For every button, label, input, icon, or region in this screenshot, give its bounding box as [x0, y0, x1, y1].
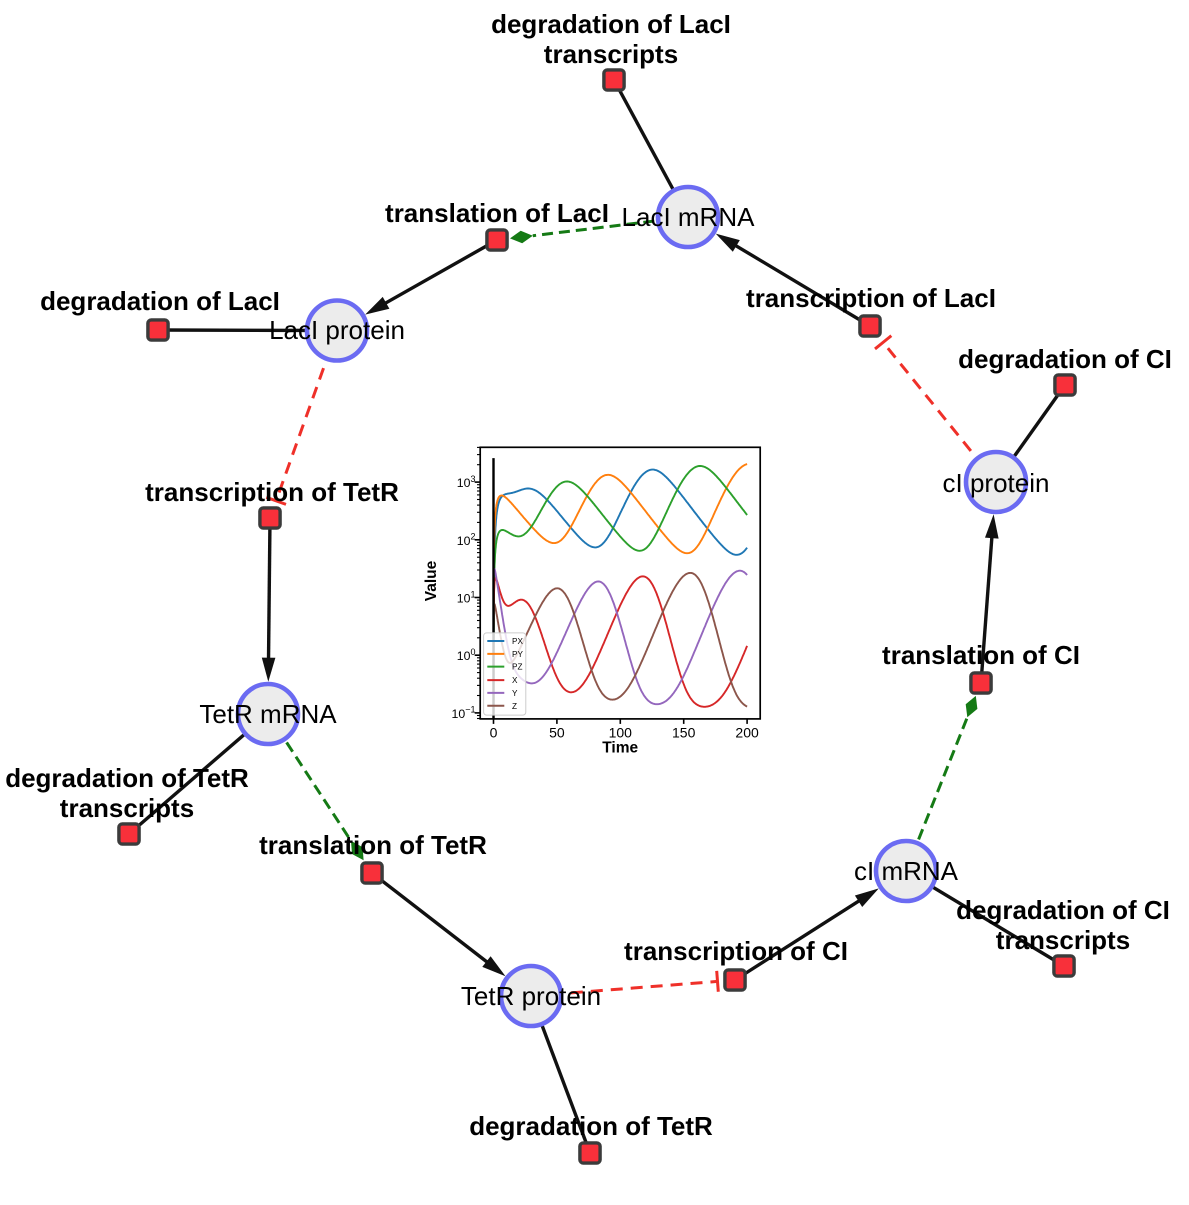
- svg-text:TetR mRNA: TetR mRNA: [199, 699, 337, 729]
- svg-text:LacI protein: LacI protein: [269, 315, 405, 345]
- svg-text:Value: Value: [423, 560, 440, 601]
- svg-text:translation of CI: translation of CI: [882, 640, 1080, 670]
- svg-text:transcripts: transcripts: [996, 925, 1130, 955]
- svg-text:PY: PY: [512, 650, 523, 659]
- svg-text:Time: Time: [602, 740, 638, 757]
- svg-text:degradation of CI: degradation of CI: [956, 895, 1170, 925]
- svg-text:200: 200: [735, 725, 759, 741]
- svg-text:transcription of LacI: transcription of LacI: [746, 283, 996, 313]
- svg-text:degradation of TetR: degradation of TetR: [469, 1111, 713, 1141]
- svg-text:degradation of LacI: degradation of LacI: [40, 286, 280, 316]
- svg-text:transcripts: transcripts: [60, 793, 194, 823]
- svg-text:degradation of CI: degradation of CI: [958, 344, 1172, 374]
- svg-text:100: 100: [457, 647, 476, 663]
- svg-text:150: 150: [672, 725, 696, 741]
- svg-text:50: 50: [549, 725, 565, 741]
- svg-text:degradation of TetR: degradation of TetR: [5, 763, 249, 793]
- svg-text:LacI mRNA: LacI mRNA: [622, 202, 756, 232]
- svg-text:transcription of TetR: transcription of TetR: [145, 477, 399, 507]
- svg-text:cI protein: cI protein: [943, 468, 1050, 498]
- svg-text:transcription of CI: transcription of CI: [624, 936, 848, 966]
- svg-text:Z: Z: [512, 702, 517, 711]
- svg-text:transcripts: transcripts: [544, 39, 678, 69]
- svg-text:cI mRNA: cI mRNA: [854, 856, 959, 886]
- svg-text:TetR protein: TetR protein: [461, 981, 601, 1011]
- svg-text:101: 101: [457, 589, 476, 605]
- svg-text:100: 100: [609, 725, 633, 741]
- svg-text:0: 0: [490, 725, 498, 741]
- svg-text:X: X: [512, 676, 518, 685]
- svg-text:translation of LacI: translation of LacI: [385, 198, 609, 228]
- svg-text:Y: Y: [512, 689, 518, 698]
- svg-text:PZ: PZ: [512, 663, 522, 672]
- svg-text:10−1: 10−1: [452, 705, 476, 721]
- svg-text:102: 102: [457, 532, 476, 548]
- svg-text:103: 103: [457, 474, 476, 490]
- svg-text:PX: PX: [512, 637, 523, 646]
- svg-text:degradation of LacI: degradation of LacI: [491, 9, 731, 39]
- svg-text:translation of TetR: translation of TetR: [259, 830, 487, 860]
